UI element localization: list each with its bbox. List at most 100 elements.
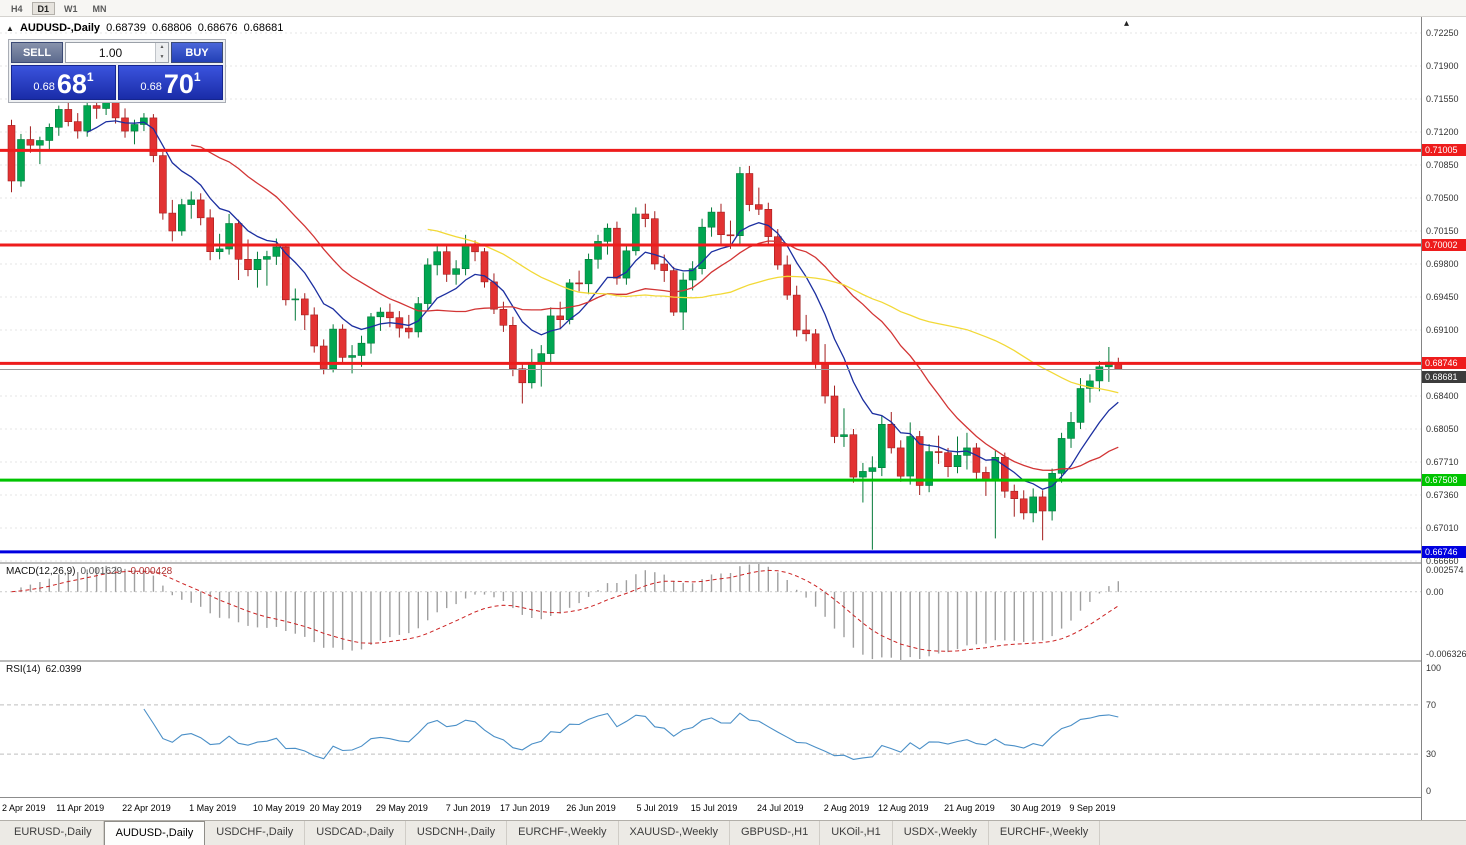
timeframe-button-d1[interactable]: D1 bbox=[31, 1, 56, 15]
chart-tab-eurusd-daily[interactable]: EURUSD-,Daily bbox=[3, 821, 104, 845]
price-axis-tick: 0.66660 bbox=[1426, 556, 1459, 566]
pane-separator[interactable] bbox=[0, 660, 1466, 662]
date-axis-label: 24 Jul 2019 bbox=[756, 803, 804, 813]
date-axis[interactable]: 2 Apr 2019 11 Apr 2019 22 Apr 2019 1 May 20… bbox=[0, 797, 1466, 820]
chart-tab-eurchf-weekly[interactable]: EURCHF-,Weekly bbox=[989, 821, 1101, 845]
chart-tab-ukoil-h1[interactable]: UKOil-,H1 bbox=[820, 821, 893, 845]
current-price-label: 0.68681 bbox=[1422, 370, 1466, 383]
rsi-indicator-pane[interactable]: RSI(14) 62.0399 bbox=[0, 662, 1421, 797]
date-axis-label: 15 Jul 2019 bbox=[690, 803, 738, 813]
price-axis-tick: 0.69800 bbox=[1426, 259, 1459, 269]
chart-tab-usdcnh-daily[interactable]: USDCNH-,Daily bbox=[406, 821, 508, 845]
rsi-axis-tick: 70 bbox=[1426, 699, 1437, 710]
rsi-line bbox=[143, 708, 1119, 760]
macd-name: MACD(12,26,9) bbox=[6, 566, 76, 577]
price-axis-tick: 0.70850 bbox=[1426, 160, 1459, 170]
level-price-label: 0.66746 bbox=[1422, 545, 1466, 558]
pane-separator[interactable] bbox=[0, 562, 1466, 564]
buy-price-prefix: 0.68 bbox=[140, 81, 162, 93]
macd-signal-line bbox=[11, 569, 1119, 652]
ohlc-close: 0.68681 bbox=[243, 22, 284, 34]
macd-indicator-pane[interactable]: MACD(12,26,9) 0.001629 -0.000428 bbox=[0, 564, 1421, 660]
sell-price-display[interactable]: 0.68 68 1 bbox=[11, 65, 116, 100]
date-axis-label: 9 Sep 2019 bbox=[1069, 803, 1116, 813]
date-axis-label: 1 May 2019 bbox=[189, 803, 237, 813]
candles-group bbox=[7, 89, 1123, 550]
timeframe-button-w1[interactable]: W1 bbox=[64, 3, 78, 14]
macd-axis-tick: 0.00 bbox=[1426, 586, 1444, 597]
level-price-label: 0.70002 bbox=[1422, 238, 1466, 251]
macd-plot bbox=[0, 564, 1421, 660]
macd-axis-tick: 0.002574 bbox=[1426, 565, 1464, 575]
chart-window: ▲ AUDUSD-,Daily 0.68739 0.68806 0.68676 … bbox=[0, 17, 1466, 820]
chart-title: ▲ AUDUSD-,Daily 0.68739 0.68806 0.68676 … bbox=[6, 22, 286, 34]
level-price-label: 0.71005 bbox=[1422, 144, 1466, 157]
chart-tab-gbpusd-h1[interactable]: GBPUSD-,H1 bbox=[730, 821, 821, 845]
date-axis-label: 29 May 2019 bbox=[375, 803, 428, 813]
one-click-collapse-icon[interactable]: ▲ bbox=[6, 24, 14, 33]
rsi-name: RSI(14) bbox=[6, 664, 41, 675]
chart-tab-usdchf-daily[interactable]: USDCHF-,Daily bbox=[205, 821, 306, 845]
candlestick-chart[interactable] bbox=[0, 17, 1421, 562]
chart-tab-bar: EURUSD-,Daily AUDUSD-,Daily USDCHF-,Daily U… bbox=[0, 820, 1466, 845]
sell-button[interactable]: SELL bbox=[11, 42, 63, 63]
volume-field: ▲ ▼ bbox=[65, 42, 169, 63]
ma-slow-yellow-line bbox=[427, 228, 1119, 394]
price-scale[interactable]: 0.72250 0.71900 0.71550 0.71200 0.70850 0.705… bbox=[1421, 17, 1466, 820]
level-price-label: 0.67508 bbox=[1422, 474, 1466, 487]
buy-price-pipette: 1 bbox=[193, 70, 201, 84]
level-price-label: 0.68746 bbox=[1422, 357, 1466, 370]
ohlc-high: 0.68806 bbox=[151, 22, 192, 34]
sell-price-prefix: 0.68 bbox=[33, 81, 55, 93]
ohlc-open: 0.68739 bbox=[106, 22, 146, 34]
macd-axis-tick: -0.006326 bbox=[1426, 649, 1466, 659]
date-axis-label: 22 Apr 2019 bbox=[122, 803, 171, 813]
date-axis-label: 10 May 2019 bbox=[252, 803, 305, 813]
chart-tab-xauusd-weekly[interactable]: XAUUSD-,Weekly bbox=[619, 821, 730, 845]
date-axis-label: 2 Apr 2019 bbox=[2, 803, 46, 813]
chart-tab-usdx-weekly[interactable]: USDX-,Weekly bbox=[893, 821, 989, 845]
date-axis-label: 5 Jul 2019 bbox=[636, 803, 679, 813]
rsi-axis-tick: 100 bbox=[1426, 663, 1442, 673]
chart-tab-audusd-daily[interactable]: AUDUSD-,Daily bbox=[103, 821, 206, 845]
date-axis-label: 17 Jun 2019 bbox=[500, 803, 550, 813]
price-axis-tick: 0.70150 bbox=[1426, 226, 1459, 236]
main-chart-pane[interactable]: ▲ AUDUSD-,Daily 0.68739 0.68806 0.68676 … bbox=[0, 17, 1421, 562]
chart-tab-usdcad-daily[interactable]: USDCAD-,Daily bbox=[305, 821, 406, 845]
chart-shift-marker-icon[interactable]: ▴ bbox=[1124, 18, 1130, 29]
sell-price-big-digits: 68 bbox=[56, 69, 87, 99]
price-axis-tick: 0.69450 bbox=[1426, 292, 1459, 302]
price-axis-tick: 0.67710 bbox=[1426, 457, 1459, 467]
buy-price-display[interactable]: 0.68 70 1 bbox=[118, 65, 223, 100]
macd-signal-value: -0.000428 bbox=[127, 566, 173, 577]
price-axis-tick: 0.70500 bbox=[1426, 193, 1459, 203]
volume-input[interactable] bbox=[66, 43, 155, 62]
price-axis-tick: 0.67010 bbox=[1426, 523, 1459, 533]
timeframe-button-mn[interactable]: MN bbox=[92, 3, 107, 14]
chart-symbol-label: AUDUSD-,Daily bbox=[19, 22, 101, 34]
date-axis-label: 20 May 2019 bbox=[309, 803, 362, 813]
date-axis-label: 12 Aug 2019 bbox=[877, 803, 929, 813]
date-axis-label: 2 Aug 2019 bbox=[823, 803, 870, 813]
chart-tab-eurchf-weekly[interactable]: EURCHF-,Weekly bbox=[507, 821, 619, 845]
price-axis-tick: 0.67360 bbox=[1426, 490, 1459, 500]
rsi-axis-tick: 0 bbox=[1426, 786, 1432, 796]
ma-mid-red-line bbox=[191, 144, 1119, 471]
buy-price-big-digits: 70 bbox=[163, 69, 194, 99]
ma-fast-blue-line bbox=[86, 120, 1119, 491]
buy-button[interactable]: BUY bbox=[171, 42, 223, 63]
date-axis-label: 7 Jun 2019 bbox=[445, 803, 491, 813]
rsi-axis-tick: 30 bbox=[1426, 749, 1437, 760]
rsi-plot bbox=[0, 704, 1421, 760]
date-axis-label: 11 Apr 2019 bbox=[56, 803, 105, 813]
price-axis-tick: 0.68400 bbox=[1426, 391, 1459, 401]
date-axis-label: 21 Aug 2019 bbox=[944, 803, 995, 813]
timeframe-button-h4[interactable]: H4 bbox=[11, 3, 23, 14]
rsi-value: 62.0399 bbox=[45, 664, 82, 675]
ohlc-low: 0.68676 bbox=[197, 22, 238, 34]
price-axis-tick: 0.72250 bbox=[1426, 28, 1459, 38]
volume-increase-icon[interactable]: ▲ bbox=[156, 43, 168, 53]
rsi-title: RSI(14) 62.0399 bbox=[6, 664, 87, 675]
volume-decrease-icon[interactable]: ▼ bbox=[156, 52, 168, 62]
